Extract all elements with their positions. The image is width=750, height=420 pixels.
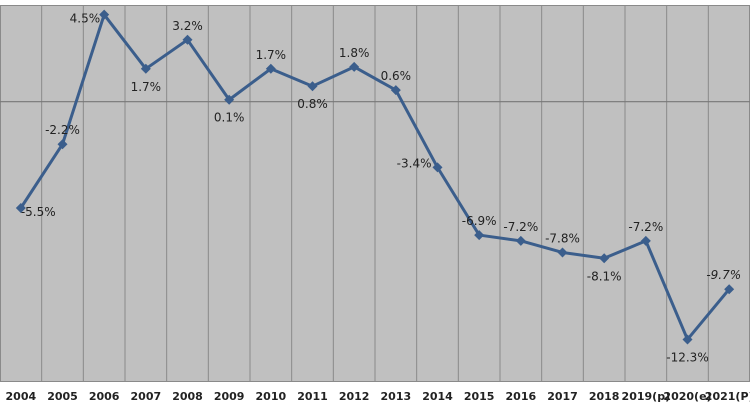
x-tick-2017: 2017 xyxy=(547,390,578,403)
data-label-2011: 0.8% xyxy=(297,97,328,111)
data-label-2015: -6.9% xyxy=(462,214,497,228)
data-point-2011 xyxy=(307,81,318,92)
data-label-2019(p): -7.2% xyxy=(628,220,663,234)
x-tick-2004: 2004 xyxy=(6,390,37,403)
data-label-2009: 0.1% xyxy=(214,111,245,125)
x-tick-2014: 2014 xyxy=(422,390,453,403)
data-point-2014 xyxy=(432,162,443,173)
x-tick-2013: 2013 xyxy=(381,390,412,403)
data-point-2005 xyxy=(57,139,68,150)
data-point-2017 xyxy=(557,247,568,258)
x-tick-2021(P): 2021(P) xyxy=(705,390,750,403)
data-point-2010 xyxy=(265,63,276,74)
data-point-2016 xyxy=(515,235,526,246)
data-label-2008: 3.2% xyxy=(172,19,203,33)
data-label-2017: -7.8% xyxy=(545,231,580,245)
x-tick-2005: 2005 xyxy=(47,390,78,403)
grid-lines xyxy=(0,5,750,382)
data-point-2008 xyxy=(182,34,193,45)
data-label-2021(P): -9.7% xyxy=(706,268,741,282)
data-point-2018 xyxy=(599,253,610,264)
data-label-2012: 1.8% xyxy=(339,46,370,60)
data-point-2006 xyxy=(99,9,110,20)
data-labels: -5.5% -2.2% 4.5% 1.7% 3.2% 0.1% 1.7% 0.8% 1.8% 0.… xyxy=(21,12,741,365)
data-point-2004 xyxy=(15,203,26,213)
data-label-2007: 1.7% xyxy=(131,80,162,94)
x-tick-2010: 2010 xyxy=(256,390,287,403)
x-tick-2020(e): 2020(e) xyxy=(663,390,711,403)
data-label-2016: -7.2% xyxy=(503,220,538,234)
data-label-2010: 1.7% xyxy=(256,48,287,62)
data-point-2020(e) xyxy=(682,334,693,345)
x-tick-2007: 2007 xyxy=(131,390,162,403)
x-tick-2011: 2011 xyxy=(297,390,328,403)
data-point-2012 xyxy=(349,61,360,72)
data-label-2004: -5.5% xyxy=(21,205,56,219)
data-point-2013 xyxy=(390,85,401,96)
data-label-2020(e): -12.3% xyxy=(666,350,708,364)
x-tick-2015: 2015 xyxy=(464,390,495,403)
x-tick-2018: 2018 xyxy=(589,390,620,403)
data-label-2005: -2.2% xyxy=(45,123,80,137)
x-tick-2012: 2012 xyxy=(339,390,370,403)
x-axis-ticks: 2004 2005 2006 2007 2008 2009 2010 2011 2012 2013… xyxy=(6,390,750,403)
x-tick-2006: 2006 xyxy=(89,390,120,403)
data-point-2019(p) xyxy=(640,235,651,246)
data-point-2009 xyxy=(224,94,235,105)
x-tick-2009: 2009 xyxy=(214,390,245,403)
data-label-2006: 4.5% xyxy=(70,12,101,26)
data-point-2015 xyxy=(474,230,485,241)
data-label-2013: 0.6% xyxy=(381,69,412,83)
x-tick-2016: 2016 xyxy=(506,390,537,403)
x-tick-2019(p): 2019(p) xyxy=(622,390,671,403)
data-point-2007 xyxy=(140,63,151,74)
data-label-2014: -3.4% xyxy=(397,156,432,170)
series-line xyxy=(19,13,731,341)
data-points xyxy=(15,9,735,345)
data-label-2018: -8.1% xyxy=(587,269,622,283)
data-point-2021(P) xyxy=(724,284,735,295)
x-tick-2008: 2008 xyxy=(172,390,203,403)
